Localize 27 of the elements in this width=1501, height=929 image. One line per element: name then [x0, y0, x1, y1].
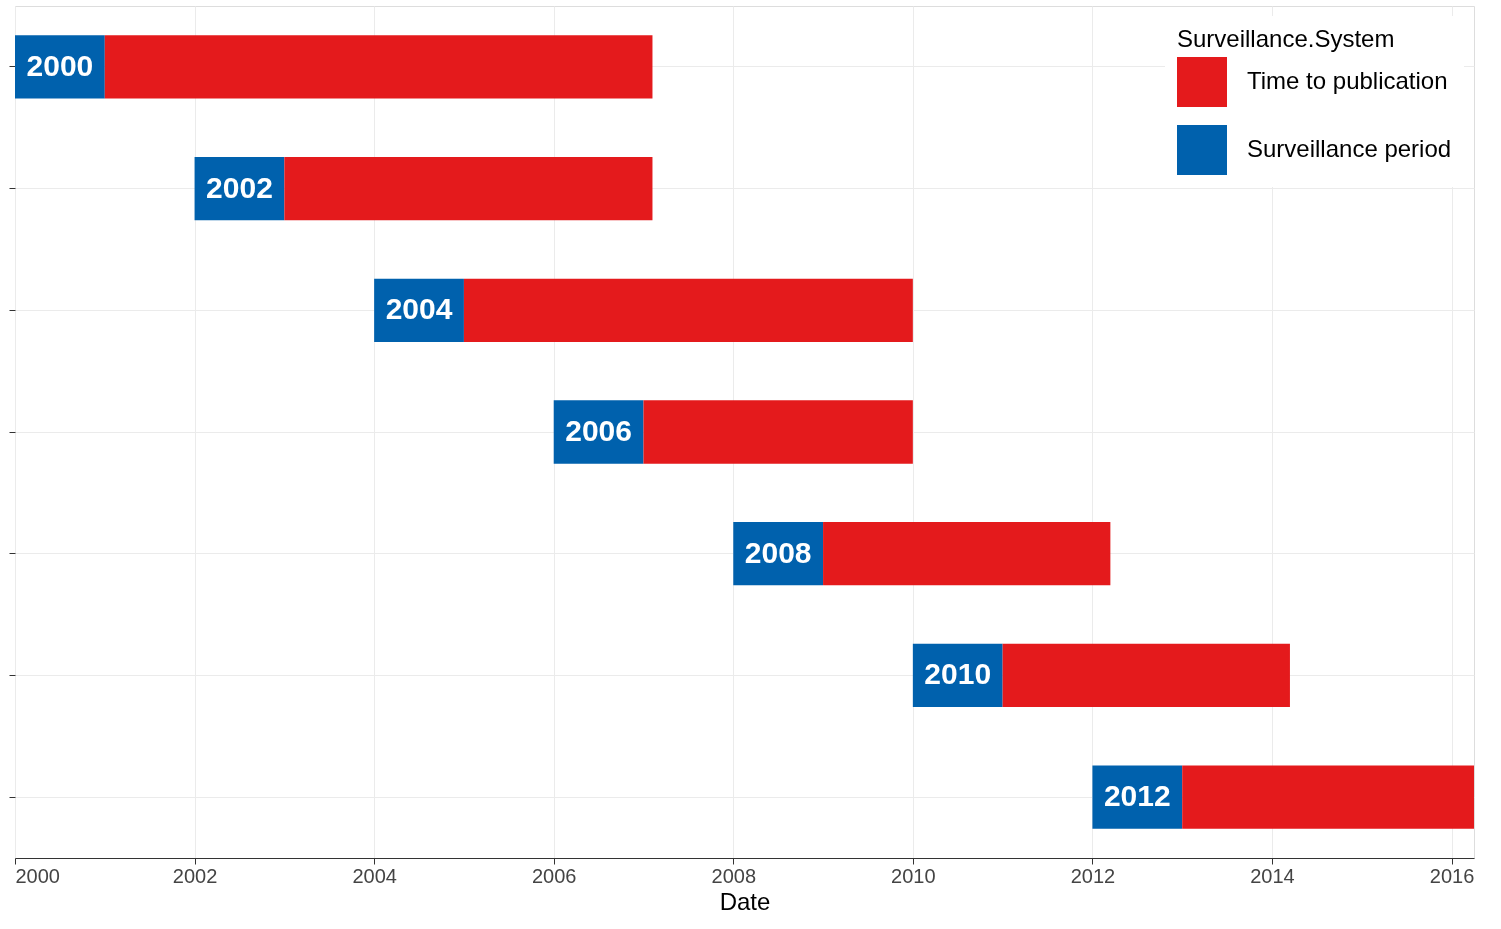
bar	[643, 400, 913, 464]
annotation: 2008	[744, 535, 812, 569]
bar	[823, 522, 1111, 586]
x-tick-label: 2004	[352, 864, 397, 887]
legend-label: Time to publication	[1247, 67, 1448, 94]
bar	[463, 278, 913, 342]
x-tick-label: 2008	[711, 864, 757, 887]
x-tick-label: 2002	[172, 864, 218, 887]
annotation: 2002	[206, 170, 273, 204]
legend-label: Surveillance period	[1247, 135, 1452, 162]
x-axis-title: Date	[719, 887, 771, 915]
bar	[1002, 643, 1290, 708]
x-tick-label: 2014	[1250, 864, 1295, 887]
x-tick-label: 2016	[1429, 864, 1475, 887]
bar	[1182, 765, 1474, 829]
x-tick-label: 2006	[531, 864, 577, 887]
x-tick-label: 2012	[1070, 864, 1116, 887]
x-tick-label: 2010	[891, 864, 936, 887]
bar	[104, 35, 653, 99]
annotation: 2012	[1103, 779, 1171, 813]
annotation: 2006	[565, 414, 632, 447]
annotation: 2000	[26, 48, 94, 82]
x-tick-label: 2000	[15, 864, 60, 887]
legend-title: Surveillance.System	[1177, 25, 1395, 52]
annotation: 2010	[924, 657, 992, 691]
bar	[284, 156, 653, 221]
annotation: 2004	[385, 292, 453, 326]
